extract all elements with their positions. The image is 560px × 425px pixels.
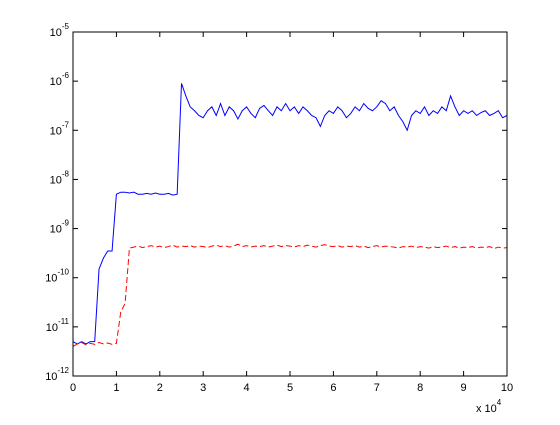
y-tick-exponent: -11 [58,317,70,326]
x-tick-label: 1 [113,382,119,394]
x-tick-label: 7 [374,382,380,394]
x-tick-label: 6 [330,382,336,394]
y-tick-base: 10 [50,125,62,137]
y-tick-base: 10 [50,76,62,88]
x-multiplier: x 104 [476,398,502,415]
y-tick-label: 10-5 [50,22,70,39]
y-tick-label: 10-6 [50,71,70,88]
x-multiplier-base: x 10 [476,403,497,415]
y-tick-exponent: -6 [62,71,70,80]
y-tick-base: 10 [50,27,62,39]
y-tick-label: 10-7 [50,120,70,137]
y-tick-label: 10-11 [46,317,70,334]
x-tick-label: 2 [157,382,163,394]
x-tick-label: 8 [417,382,423,394]
y-tick-label: 10-10 [45,268,69,285]
y-tick-exponent: -9 [62,219,70,228]
x-tick-label: 4 [244,382,250,394]
y-tick-exponent: -10 [57,268,69,277]
series-line [72,83,508,345]
y-tick-exponent: -8 [62,169,70,178]
y-tick-base: 10 [50,174,62,186]
y-tick-label: 10-8 [50,169,70,186]
x-multiplier-exponent: 4 [497,398,502,407]
x-tick-label: 5 [287,382,293,394]
y-tick-base: 10 [50,224,62,236]
y-tick-exponent: -12 [57,366,69,375]
x-tick-label: 3 [200,382,206,394]
y-tick-label: 10-12 [45,366,69,383]
y-tick-label: 10-9 [50,219,70,236]
x-tick-label: 9 [461,382,467,394]
y-tick-base: 10 [45,273,57,285]
series-line [72,243,508,347]
y-tick-exponent: -5 [62,22,70,31]
x-tick-label: 10 [501,382,513,394]
y-tick-base: 10 [45,371,57,383]
x-tick-label: 0 [70,382,76,394]
plot-area [72,83,508,347]
y-tick-exponent: -7 [62,120,70,129]
y-tick-base: 10 [46,322,58,334]
